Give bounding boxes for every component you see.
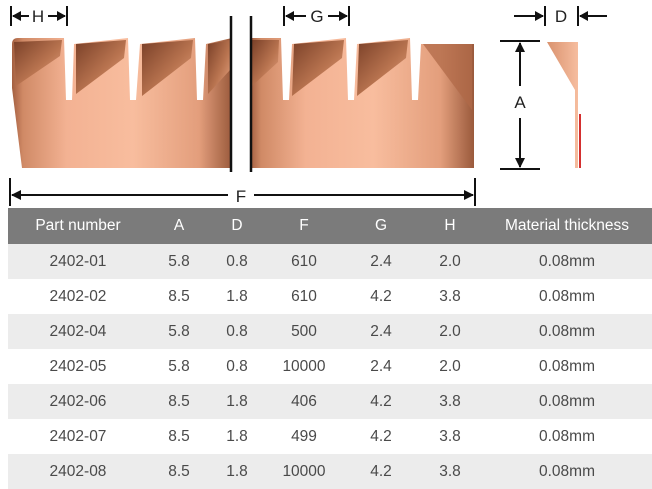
table-cell: 8.5: [148, 384, 210, 419]
part-number-cell: 2402-04: [8, 314, 148, 349]
finger-1: [14, 40, 62, 86]
part-number-cell: 2402-07: [8, 419, 148, 454]
table-cell: 0.8: [210, 244, 264, 279]
table-header-row: Part number A D F G H Material thickness: [8, 208, 652, 244]
table-cell: 0.08mm: [482, 419, 652, 454]
finger-7: [357, 40, 408, 96]
part-number-cell: 2402-06: [8, 384, 148, 419]
table-cell: 499: [264, 419, 344, 454]
table-cell: 10000: [264, 349, 344, 384]
dimension-g-label: G: [310, 7, 323, 26]
table-cell: 1.8: [210, 279, 264, 314]
part-number-cell: 2402-01: [8, 244, 148, 279]
dimension-d-label: D: [555, 7, 567, 26]
table-cell: 0.8: [210, 314, 264, 349]
table-cell: 8.5: [148, 419, 210, 454]
table-row: 2402-05 5.8 0.8 10000 2.4 2.0 0.08mm: [8, 349, 652, 384]
column-header: F: [264, 208, 344, 244]
table-cell: 8.5: [148, 454, 210, 489]
table-cell: 0.08mm: [482, 454, 652, 489]
finger-5: [252, 40, 279, 86]
table-cell: 1.8: [210, 419, 264, 454]
dimension-h-label: H: [32, 7, 44, 26]
table-cell: 2.0: [418, 349, 482, 384]
table-cell: 3.8: [418, 419, 482, 454]
column-header: Material thickness: [482, 208, 652, 244]
table-row: 2402-08 8.5 1.8 10000 4.2 3.8 0.08mm: [8, 454, 652, 489]
column-header: A: [148, 208, 210, 244]
table-cell: 8.5: [148, 279, 210, 314]
table-cell: 610: [264, 244, 344, 279]
part-number-cell: 2402-08: [8, 454, 148, 489]
column-header: H: [418, 208, 482, 244]
dimension-f-label: F: [236, 187, 246, 206]
column-header: Part number: [8, 208, 148, 244]
table-cell: 4.2: [344, 419, 418, 454]
table-cell: 4.2: [344, 454, 418, 489]
table-cell: 5.8: [148, 349, 210, 384]
table-cell: 3.8: [418, 384, 482, 419]
table-cell: 5.8: [148, 314, 210, 349]
specification-table: Part number A D F G H Material thickness 2402-…: [8, 208, 652, 489]
dimension-a-label: A: [514, 93, 526, 112]
dimension-f: [9, 178, 476, 206]
table-cell: 2.4: [344, 244, 418, 279]
table-cell: 0.08mm: [482, 279, 652, 314]
column-header: D: [210, 208, 264, 244]
table-row: 2402-01 5.8 0.8 610 2.4 2.0 0.08mm: [8, 244, 652, 279]
dimension-d: [514, 6, 607, 26]
table-cell: 0.08mm: [482, 349, 652, 384]
table-cell: 3.8: [418, 454, 482, 489]
table-cell: 5.8: [148, 244, 210, 279]
column-header: G: [344, 208, 418, 244]
table-cell: 0.8: [210, 349, 264, 384]
table-row: 2402-07 8.5 1.8 499 4.2 3.8 0.08mm: [8, 419, 652, 454]
dimension-h: [10, 6, 68, 26]
table-cell: 1.8: [210, 384, 264, 419]
table-cell: 500: [264, 314, 344, 349]
side-profile: [547, 42, 581, 168]
gasket-dimension-diagram: H G D A F: [9, 6, 607, 206]
part-number-cell: 2402-02: [8, 279, 148, 314]
part-number-cell: 2402-05: [8, 349, 148, 384]
table-cell: 0.08mm: [482, 314, 652, 349]
table-cell: 10000: [264, 454, 344, 489]
table-row: 2402-04 5.8 0.8 500 2.4 2.0 0.08mm: [8, 314, 652, 349]
table-cell: 1.8: [210, 454, 264, 489]
dimension-a: [500, 40, 540, 170]
strip-left-section: [12, 38, 232, 168]
table-cell: 2.0: [418, 314, 482, 349]
table-cell: 4.2: [344, 279, 418, 314]
finger-4: [208, 40, 230, 94]
table-cell: 2.4: [344, 349, 418, 384]
table-body: 2402-01 5.8 0.8 610 2.4 2.0 0.08mm 2402-02 8.5 1.…: [8, 244, 652, 489]
table-cell: 3.8: [418, 279, 482, 314]
finger-3: [142, 40, 193, 96]
table-cell: 610: [264, 279, 344, 314]
gasket-strip: [12, 38, 474, 168]
dimension-g: [283, 6, 350, 26]
finger-2: [76, 40, 126, 94]
table-cell: 0.08mm: [482, 384, 652, 419]
table-row: 2402-02 8.5 1.8 610 4.2 3.8 0.08mm: [8, 279, 652, 314]
table-cell: 2.4: [344, 314, 418, 349]
table-cell: 406: [264, 384, 344, 419]
table-row: 2402-06 8.5 1.8 406 4.2 3.8 0.08mm: [8, 384, 652, 419]
table-cell: 4.2: [344, 384, 418, 419]
finger-6: [292, 40, 344, 96]
finger-8: [423, 44, 472, 110]
table-cell: 2.0: [418, 244, 482, 279]
table-cell: 0.08mm: [482, 244, 652, 279]
